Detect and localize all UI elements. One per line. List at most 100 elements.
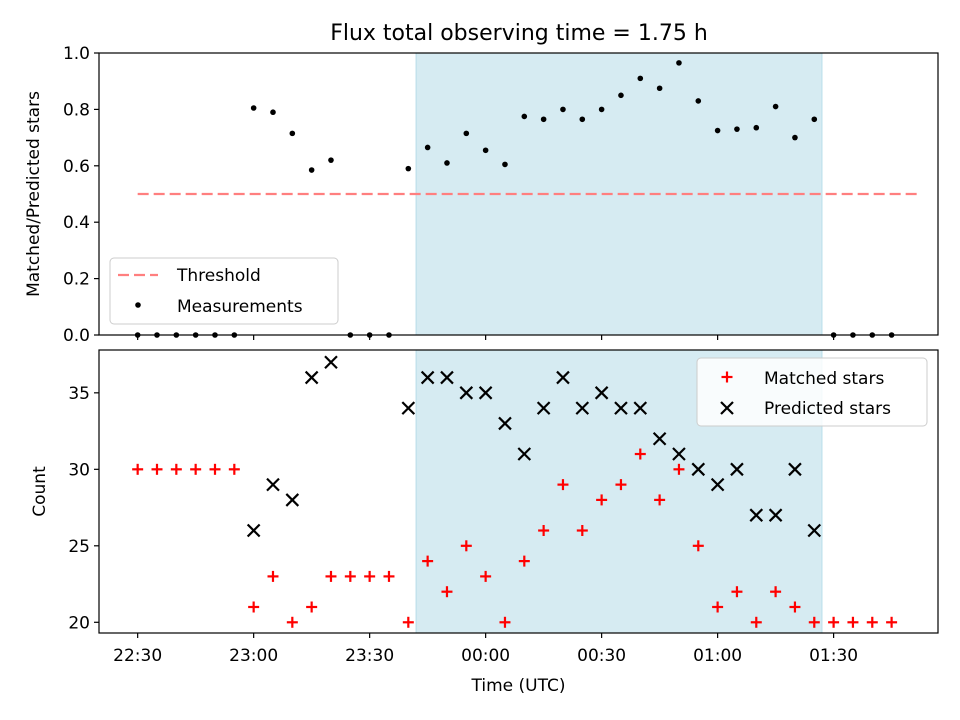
top-y-tick-label: 0.2 <box>63 270 90 290</box>
matched-star-point <box>422 555 434 567</box>
legend-predicted-label: Predicted stars <box>764 399 891 419</box>
predicted-star-point <box>672 447 686 461</box>
predicted-star-point <box>633 401 648 415</box>
predicted-star-point <box>478 386 493 400</box>
measurement-point <box>579 116 586 123</box>
legend-measurements-label: Measurements <box>177 297 303 317</box>
x-tick-label: 23:00 <box>229 646 278 666</box>
predicted-star-point <box>807 523 822 538</box>
matched-star-point <box>209 463 221 475</box>
x-tick-label: 00:30 <box>577 646 626 666</box>
top-y-tick-label: 0.4 <box>63 213 90 233</box>
predicted-star-mark-b <box>459 386 474 400</box>
matched-star-point <box>228 463 240 475</box>
bottom-y-tick-label: 25 <box>68 537 90 557</box>
predicted-star-point <box>575 401 590 415</box>
matched-star-point <box>248 601 260 613</box>
predicted-star-mark-b <box>807 523 822 538</box>
predicted-star-point <box>710 477 725 492</box>
top-axes-frame <box>98 52 939 336</box>
predicted-star-point <box>730 462 744 477</box>
predicted-star-point <box>246 523 261 538</box>
x-tick-label: 00:00 <box>461 646 510 666</box>
matched-star-point <box>770 586 782 598</box>
predicted-star-point <box>459 386 474 400</box>
measurement-point <box>250 105 257 111</box>
measurement-point <box>540 116 547 123</box>
predicted-star-point <box>440 370 454 385</box>
measurement-point <box>656 85 663 92</box>
measurement-point <box>792 134 798 141</box>
matched-star-point <box>344 570 356 582</box>
matched-star-point <box>828 616 840 628</box>
measurement-point <box>502 161 508 168</box>
predicted-star-mark-b <box>614 401 628 415</box>
matched-star-point <box>518 555 530 567</box>
matched-star-point <box>692 540 704 552</box>
matched-star-point <box>886 616 898 628</box>
predicted-star-point <box>304 370 319 385</box>
predicted-star-point <box>420 370 435 385</box>
measurement-point <box>695 98 702 104</box>
predicted-star-mark-b <box>517 447 532 461</box>
top-y-tick-label: 0.8 <box>63 100 90 120</box>
predicted-star-mark-b <box>672 447 686 461</box>
predicted-star-point <box>324 355 338 370</box>
measurement-point <box>772 103 779 110</box>
measurement-point <box>289 130 296 137</box>
matched-star-point <box>170 463 182 475</box>
matched-star-point <box>576 525 588 537</box>
predicted-star-point <box>768 508 783 522</box>
bottom-axes-frame <box>98 349 939 634</box>
matched-star-point <box>654 494 666 506</box>
measurement-point <box>444 160 450 166</box>
top-y-tick-label: 1.0 <box>63 44 90 64</box>
predicted-star-mark-b <box>633 401 648 415</box>
matched-star-point <box>190 463 202 475</box>
x-axis-label: Time (UTC) <box>471 676 566 696</box>
x-tick-label: 01:30 <box>809 646 858 666</box>
matched-star-point <box>441 586 453 598</box>
predicted-star-point <box>614 401 628 415</box>
bottom-y-axis-label: Count <box>30 466 50 517</box>
measurement-point <box>676 60 682 66</box>
top-y-axis-label: Matched/Predicted stars <box>24 91 44 297</box>
matched-star-point <box>151 463 163 475</box>
measurement-point <box>328 157 334 163</box>
predicted-star-mark-b <box>420 370 435 385</box>
matched-star-point <box>789 601 801 613</box>
bottom-legend-box <box>696 357 928 427</box>
measurement-point <box>734 126 740 132</box>
predicted-star-point <box>517 447 532 461</box>
predicted-star-point <box>788 462 802 477</box>
predicted-star-point <box>652 431 667 446</box>
predicted-star-mark-b <box>710 477 725 492</box>
measurement-point <box>637 75 644 82</box>
predicted-star-point <box>691 462 706 477</box>
matched-star-point <box>306 601 318 613</box>
matched-star-point <box>499 616 511 628</box>
predicted-star-mark-b <box>266 477 280 492</box>
legend-predicted-swatch-b <box>720 401 734 415</box>
predicted-star-mark-b <box>536 401 551 415</box>
measurement-point <box>598 106 605 113</box>
matched-star-point <box>538 525 550 537</box>
matched-star-point <box>634 448 646 460</box>
matched-star-point <box>847 616 859 628</box>
predicted-star-mark-b <box>246 523 261 538</box>
legend-measurements-swatch <box>135 302 141 308</box>
predicted-star-point <box>536 401 551 415</box>
predicted-star-point <box>285 493 300 507</box>
measurement-point <box>405 165 412 172</box>
predicted-star-point <box>556 370 570 385</box>
measurement-point <box>618 92 624 99</box>
matched-star-point <box>673 463 685 475</box>
measurement-point <box>424 144 431 151</box>
matched-star-point <box>808 616 820 628</box>
top-y-tick-label: 0.0 <box>63 326 90 346</box>
chart-title: Flux total observing time = 1.75 h <box>330 21 708 46</box>
bottom-y-tick-label: 20 <box>68 613 90 633</box>
measurement-point <box>463 130 470 137</box>
matched-star-point <box>286 616 298 628</box>
predicted-star-mark-b <box>788 462 802 477</box>
